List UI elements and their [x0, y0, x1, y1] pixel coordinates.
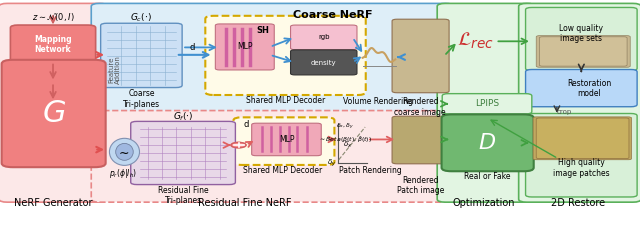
FancyBboxPatch shape [536, 36, 630, 67]
FancyBboxPatch shape [442, 114, 534, 171]
Text: $G_f(\cdot)$: $G_f(\cdot)$ [173, 111, 194, 123]
FancyBboxPatch shape [215, 24, 275, 70]
Text: NeRF Generator: NeRF Generator [14, 198, 92, 208]
FancyBboxPatch shape [291, 50, 357, 75]
Text: $z \sim \mathcal{N}(0,I)$: $z \sim \mathcal{N}(0,I)$ [32, 11, 74, 23]
Text: Coarse NeRF: Coarse NeRF [292, 10, 372, 20]
Text: High quality
image patches: High quality image patches [553, 158, 610, 178]
Text: $p_r(\phi|I_h)$: $p_r(\phi|I_h)$ [109, 167, 136, 180]
Text: LPIPS: LPIPS [475, 99, 499, 108]
FancyBboxPatch shape [392, 19, 449, 93]
FancyBboxPatch shape [92, 3, 454, 116]
FancyBboxPatch shape [536, 118, 629, 159]
FancyBboxPatch shape [437, 3, 535, 202]
Text: $\delta_x$: $\delta_x$ [343, 140, 352, 150]
Text: Residual Fine NeRF: Residual Fine NeRF [198, 198, 292, 208]
Text: Patch Rendering: Patch Rendering [339, 166, 401, 175]
Text: $\delta_x, \delta_y$
$\sim Beta(\beta(t),\hat{\beta}(t))$: $\delta_x, \delta_y$ $\sim Beta(\beta(t)… [318, 122, 372, 145]
Ellipse shape [116, 143, 133, 160]
Text: Real or Fake: Real or Fake [464, 172, 511, 181]
Circle shape [231, 142, 246, 148]
Text: $\mathit{D}$: $\mathit{D}$ [478, 133, 497, 153]
Text: Restoration
model: Restoration model [567, 79, 612, 98]
FancyBboxPatch shape [518, 3, 640, 202]
FancyBboxPatch shape [92, 111, 454, 202]
FancyBboxPatch shape [533, 117, 632, 160]
Text: SH: SH [256, 26, 269, 35]
Text: 2D Restore: 2D Restore [551, 198, 605, 208]
FancyBboxPatch shape [100, 23, 182, 88]
Text: crop: crop [557, 109, 572, 115]
Text: Optimization: Optimization [453, 198, 515, 208]
Text: $\mathcal{L}_{rec}$: $\mathcal{L}_{rec}$ [457, 31, 494, 52]
FancyBboxPatch shape [252, 123, 321, 156]
Text: Shared MLP Decoder: Shared MLP Decoder [246, 96, 325, 105]
Text: Shared MLP Decoder: Shared MLP Decoder [243, 166, 322, 175]
Text: Rendered
Patch image: Rendered Patch image [397, 175, 444, 195]
Text: Rendered
coarse image: Rendered coarse image [394, 97, 446, 117]
Text: $G_c(\cdot)$: $G_c(\cdot)$ [131, 12, 152, 24]
FancyBboxPatch shape [205, 16, 365, 95]
FancyBboxPatch shape [131, 121, 236, 185]
FancyBboxPatch shape [10, 25, 95, 64]
FancyBboxPatch shape [0, 3, 108, 202]
FancyBboxPatch shape [442, 94, 532, 114]
FancyBboxPatch shape [525, 69, 637, 107]
FancyBboxPatch shape [2, 60, 106, 167]
Text: MLP: MLP [237, 42, 253, 52]
FancyBboxPatch shape [234, 117, 335, 165]
Text: Volume Rendering: Volume Rendering [342, 97, 413, 106]
FancyBboxPatch shape [392, 116, 449, 164]
Text: Mapping
Network: Mapping Network [34, 35, 72, 54]
FancyBboxPatch shape [540, 37, 627, 66]
FancyBboxPatch shape [525, 7, 637, 71]
Text: $\delta_y$: $\delta_y$ [326, 158, 336, 169]
Text: Residual Fine
Tri-planes: Residual Fine Tri-planes [158, 186, 209, 205]
Text: d: d [243, 120, 249, 129]
Text: Low quality
image sets: Low quality image sets [559, 24, 604, 43]
FancyBboxPatch shape [291, 25, 357, 50]
Text: $\mathit{G}$: $\mathit{G}$ [42, 99, 66, 128]
FancyBboxPatch shape [525, 114, 637, 197]
Text: $\sim$: $\sim$ [116, 145, 129, 158]
Text: Feature
Addition: Feature Addition [108, 55, 121, 84]
Text: density: density [311, 59, 337, 66]
Text: MLP: MLP [279, 135, 294, 144]
Text: Coarse
Tri-planes: Coarse Tri-planes [123, 89, 160, 109]
Text: d: d [189, 43, 195, 52]
Ellipse shape [109, 138, 140, 165]
Text: rgb: rgb [318, 35, 330, 40]
